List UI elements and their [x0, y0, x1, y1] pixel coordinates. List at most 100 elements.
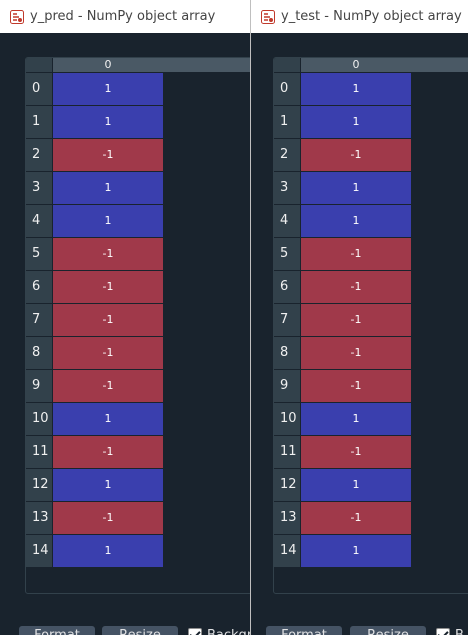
- row-index[interactable]: 2: [274, 139, 300, 171]
- array-cell[interactable]: -1: [53, 502, 163, 534]
- row-index[interactable]: 11: [26, 436, 52, 468]
- y-test-window: y_test - NumPy object array 0 0 1 1 1 2 -1 3 1 4…: [250, 0, 468, 635]
- resize-button[interactable]: Resize: [102, 626, 178, 635]
- title-bar[interactable]: y_test - NumPy object array: [251, 0, 468, 33]
- array-cell[interactable]: 1: [301, 403, 411, 435]
- array-cell[interactable]: 1: [53, 172, 163, 204]
- array-table[interactable]: 0 0 1 1 1 2 -1 3 1 4 1 5 -1 6 -1 7 -1 8 -1 9 -1 10 1 11 -1 12 1 13…: [273, 57, 468, 594]
- array-cell[interactable]: -1: [301, 370, 411, 402]
- row-index[interactable]: 4: [274, 205, 300, 237]
- array-cell[interactable]: 1: [301, 535, 411, 567]
- table-row: 5 -1: [26, 238, 250, 270]
- background-checkbox-label[interactable]: Backgr: [207, 626, 250, 635]
- row-index[interactable]: 12: [26, 469, 52, 501]
- row-index[interactable]: 10: [26, 403, 52, 435]
- table-corner[interactable]: [274, 58, 300, 72]
- row-index[interactable]: 14: [274, 535, 300, 567]
- format-button[interactable]: Format: [266, 626, 342, 635]
- column-header-label: 0: [352, 58, 360, 71]
- table-row: 9 -1: [274, 370, 468, 402]
- row-index[interactable]: 4: [26, 205, 52, 237]
- array-cell[interactable]: -1: [53, 271, 163, 303]
- row-index[interactable]: 8: [26, 337, 52, 369]
- background-checkbox[interactable]: [436, 628, 450, 635]
- window-title: y_pred - NumPy object array: [30, 9, 216, 24]
- table-row: 2 -1: [26, 139, 250, 171]
- row-index[interactable]: 9: [26, 370, 52, 402]
- window-title: y_test - NumPy object array: [281, 9, 462, 24]
- table-row: 9 -1: [26, 370, 250, 402]
- array-cell[interactable]: 1: [301, 469, 411, 501]
- array-cell[interactable]: -1: [301, 271, 411, 303]
- row-index[interactable]: 3: [26, 172, 52, 204]
- row-index[interactable]: 6: [274, 271, 300, 303]
- array-cell[interactable]: -1: [53, 337, 163, 369]
- table-rows: 0 1 1 1 2 -1 3 1 4 1 5 -1 6 -1 7 -1 8 -1 9 -1 10 1 11 -1 12 1 13 -1…: [274, 73, 468, 568]
- table-row: 8 -1: [26, 337, 250, 369]
- row-index[interactable]: 7: [26, 304, 52, 336]
- row-index[interactable]: 14: [26, 535, 52, 567]
- array-cell[interactable]: 1: [53, 73, 163, 105]
- table-row: 7 -1: [26, 304, 250, 336]
- array-cell[interactable]: -1: [301, 238, 411, 270]
- array-cell[interactable]: -1: [301, 337, 411, 369]
- array-cell[interactable]: 1: [53, 403, 163, 435]
- row-index[interactable]: 1: [274, 106, 300, 138]
- array-cell[interactable]: -1: [53, 436, 163, 468]
- row-index[interactable]: 12: [274, 469, 300, 501]
- array-cell[interactable]: 1: [301, 73, 411, 105]
- row-index[interactable]: 5: [274, 238, 300, 270]
- row-index[interactable]: 8: [274, 337, 300, 369]
- row-index[interactable]: 13: [274, 502, 300, 534]
- spyder-icon: [261, 9, 275, 24]
- row-index[interactable]: 6: [26, 271, 52, 303]
- row-index[interactable]: 0: [26, 73, 52, 105]
- column-header[interactable]: 0: [301, 58, 468, 72]
- array-cell[interactable]: -1: [53, 139, 163, 171]
- array-cell[interactable]: 1: [301, 205, 411, 237]
- table-row: 7 -1: [274, 304, 468, 336]
- title-bar[interactable]: y_pred - NumPy object array: [0, 0, 250, 33]
- array-cell[interactable]: -1: [301, 304, 411, 336]
- table-corner[interactable]: [26, 58, 52, 72]
- row-index[interactable]: 2: [26, 139, 52, 171]
- background-checkbox[interactable]: [188, 628, 202, 635]
- table-row: 6 -1: [274, 271, 468, 303]
- format-button[interactable]: Format: [19, 626, 95, 635]
- array-cell[interactable]: -1: [301, 502, 411, 534]
- array-cell[interactable]: -1: [53, 304, 163, 336]
- row-index[interactable]: 3: [274, 172, 300, 204]
- table-row: 5 -1: [274, 238, 468, 270]
- column-header[interactable]: 0: [53, 58, 250, 72]
- row-index[interactable]: 0: [274, 73, 300, 105]
- row-index[interactable]: 1: [26, 106, 52, 138]
- table-row: 2 -1: [274, 139, 468, 171]
- row-index[interactable]: 9: [274, 370, 300, 402]
- array-cell[interactable]: 1: [301, 172, 411, 204]
- array-cell[interactable]: -1: [53, 238, 163, 270]
- table-row: 12 1: [26, 469, 250, 501]
- row-index[interactable]: 10: [274, 403, 300, 435]
- row-index[interactable]: 5: [26, 238, 52, 270]
- resize-button[interactable]: Resize: [350, 626, 426, 635]
- table-row: 13 -1: [26, 502, 250, 534]
- array-cell[interactable]: 1: [53, 106, 163, 138]
- array-cell[interactable]: 1: [53, 535, 163, 567]
- array-cell[interactable]: -1: [301, 436, 411, 468]
- array-cell[interactable]: 1: [53, 469, 163, 501]
- array-cell[interactable]: -1: [301, 139, 411, 171]
- row-index[interactable]: 13: [26, 502, 52, 534]
- array-cell[interactable]: 1: [301, 106, 411, 138]
- array-cell[interactable]: -1: [53, 370, 163, 402]
- table-row: 12 1: [274, 469, 468, 501]
- row-index[interactable]: 7: [274, 304, 300, 336]
- array-cell[interactable]: 1: [53, 205, 163, 237]
- row-index[interactable]: 11: [274, 436, 300, 468]
- array-table[interactable]: 0 0 1 1 1 2 -1 3 1 4 1 5 -1 6 -1 7 -1 8 -1 9 -1 10 1 11 -1 12 1 13…: [25, 57, 250, 594]
